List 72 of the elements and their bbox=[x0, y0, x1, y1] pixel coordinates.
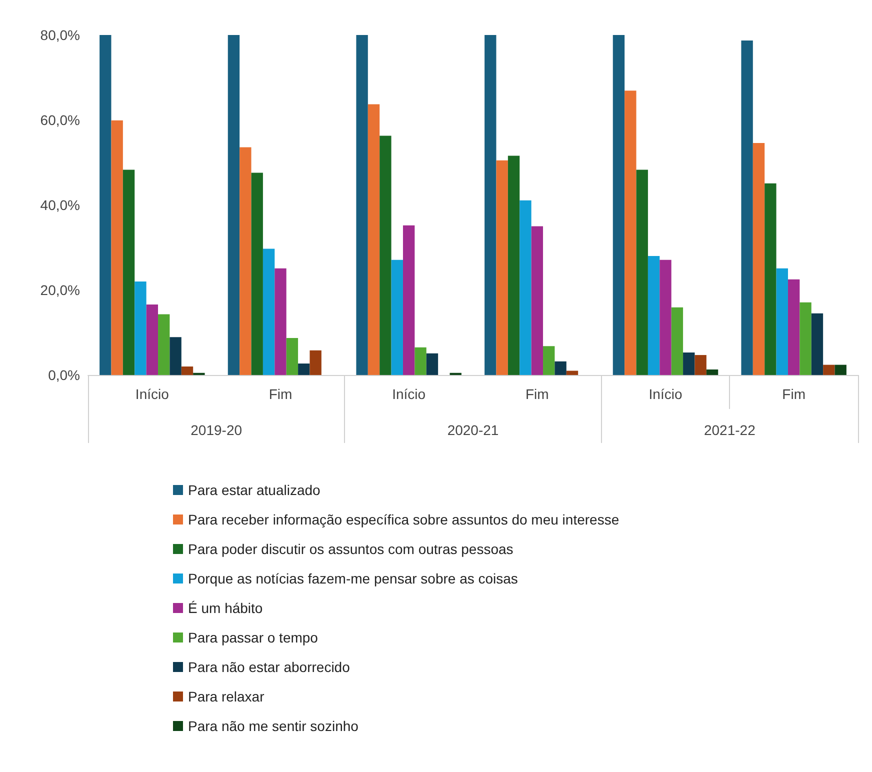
bar bbox=[484, 35, 496, 375]
bar bbox=[310, 350, 322, 375]
bar bbox=[811, 313, 824, 375]
legend-label: Porque as notícias fazem-me pensar sobre as coisas bbox=[188, 570, 518, 586]
x-tick-label: Fim bbox=[268, 386, 292, 402]
legend-label: Para não me sentir sozinho bbox=[188, 718, 359, 734]
legend-label: Para relaxar bbox=[188, 688, 265, 704]
bar bbox=[251, 172, 263, 375]
y-tick-label: 60,0% bbox=[40, 112, 80, 128]
bar bbox=[134, 282, 146, 375]
text: 2020-21 bbox=[447, 422, 499, 438]
bar bbox=[671, 307, 684, 375]
bar bbox=[508, 156, 520, 375]
text: 2019-20 bbox=[190, 422, 242, 438]
bar bbox=[181, 366, 194, 375]
x-tick-label: Início bbox=[135, 386, 170, 402]
bar bbox=[764, 183, 776, 375]
y-tick-label: 40,0% bbox=[40, 197, 80, 213]
bar bbox=[834, 364, 846, 375]
x-tick-label: Fim bbox=[782, 386, 806, 402]
bar bbox=[683, 352, 695, 375]
bar bbox=[800, 302, 812, 375]
legend-label: Para poder discutir os assuntos com outras pessoas bbox=[188, 541, 514, 557]
y-tick-label: 0,0% bbox=[48, 367, 80, 383]
bar bbox=[648, 256, 660, 375]
bar bbox=[414, 347, 426, 375]
y-tick-label: 80,0% bbox=[40, 27, 80, 43]
bar bbox=[531, 226, 544, 375]
bar bbox=[240, 147, 252, 375]
legend-label: Para passar o tempo bbox=[188, 630, 318, 646]
bar bbox=[158, 314, 170, 375]
bar bbox=[554, 361, 566, 375]
x-tick-label: Início bbox=[392, 386, 426, 402]
bar bbox=[520, 200, 532, 375]
bar bbox=[426, 353, 438, 375]
bar bbox=[380, 136, 392, 375]
y-tick-label: 20,0% bbox=[40, 282, 80, 298]
bar bbox=[122, 170, 135, 375]
x-tick-label: Fim bbox=[526, 386, 549, 402]
bar bbox=[111, 120, 123, 375]
legend-label: É um hábito bbox=[188, 600, 263, 616]
bar bbox=[624, 90, 636, 375]
legend-label: Para não estar aborrecido bbox=[188, 659, 350, 675]
bar bbox=[741, 40, 753, 375]
bar bbox=[170, 337, 182, 375]
bar bbox=[146, 304, 158, 375]
bar bbox=[752, 142, 765, 375]
bar bbox=[706, 369, 718, 375]
legend-label: Para estar atualizado bbox=[188, 482, 321, 498]
bar bbox=[823, 364, 835, 375]
bar bbox=[660, 260, 672, 375]
text: 2021-22 bbox=[704, 422, 756, 438]
bar bbox=[612, 35, 625, 375]
bar bbox=[788, 279, 800, 375]
bar bbox=[566, 370, 578, 375]
bar bbox=[776, 268, 788, 375]
legend-label: Para receber informação específica sobre assuntos do meu interesse bbox=[188, 512, 620, 528]
bar bbox=[262, 248, 275, 375]
bar bbox=[496, 160, 508, 375]
bar bbox=[391, 260, 403, 375]
bar bbox=[694, 355, 706, 375]
bar bbox=[286, 338, 298, 375]
bar bbox=[228, 35, 240, 375]
bar bbox=[100, 35, 112, 375]
bar bbox=[402, 225, 415, 375]
bar bbox=[356, 35, 368, 375]
x-tick-label: Início bbox=[648, 386, 682, 402]
bar bbox=[636, 170, 648, 375]
bar bbox=[543, 346, 555, 375]
bar bbox=[274, 268, 286, 375]
bar bbox=[298, 364, 310, 375]
bar bbox=[368, 104, 380, 375]
